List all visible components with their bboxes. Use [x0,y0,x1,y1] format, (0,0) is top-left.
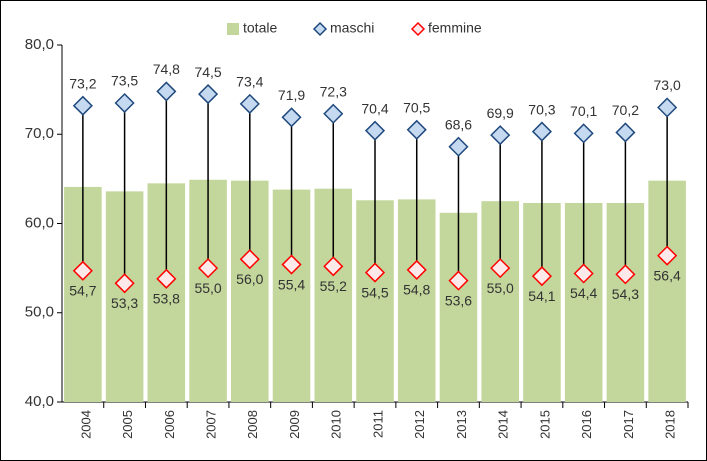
maschi-marker [198,84,219,105]
legend-label: femmine [428,20,482,36]
maschi-label: 73,2 [69,75,96,91]
femmine-marker [364,262,386,283]
x-tick-label: 2008 [245,410,260,439]
maschi-marker [281,107,302,128]
maschi-label: 70,4 [361,100,388,116]
legend-label: totale [243,20,277,36]
maschi-label: 70,1 [570,103,597,119]
y-tick-label: 70,0 [25,125,54,142]
x-tick-label: 2009 [287,410,302,439]
femmine-marker [156,268,177,289]
maschi-label: 73,0 [654,77,681,93]
x-tick-label: 2016 [579,410,594,439]
maschi-label: 72,3 [320,83,347,99]
femmine-marker [406,259,427,280]
maschi-marker [490,125,511,146]
y-tick-label: 60,0 [25,214,54,231]
femmine-marker [573,263,594,284]
maschi-marker [406,119,427,140]
femmine-label: 55,0 [487,280,514,296]
x-tick-label: 2017 [621,410,636,439]
maschi-marker [573,123,594,144]
maschi-marker [114,92,135,114]
maschi-marker [364,120,386,141]
femmine-marker [657,245,678,266]
femmine-marker [114,273,135,294]
maschi-marker [72,95,93,116]
maschi-marker [615,122,636,143]
maschi-label: 73,4 [236,74,263,90]
x-tick-label: 2005 [120,410,135,439]
maschi-marker [657,97,678,118]
maschi-marker [156,81,177,102]
femmine-marker [531,266,552,287]
x-tick-label: 2013 [454,410,469,439]
femmine-label: 54,5 [361,284,388,300]
y-tick-label: 50,0 [25,304,54,321]
maschi-label: 68,6 [445,116,472,132]
femmine-label: 56,0 [236,271,263,287]
maschi-label: 71,9 [278,87,305,103]
legend-swatch [410,21,426,37]
femmine-label: 55,2 [320,278,347,294]
maschi-label: 73,5 [111,73,138,89]
femmine-label: 54,7 [69,283,96,299]
femmine-marker [239,249,260,270]
femmine-marker [448,270,469,291]
femmine-label: 53,6 [445,292,472,308]
femmine-label: 55,4 [278,276,305,292]
maschi-marker [239,93,260,114]
x-tick-label: 2010 [329,410,344,439]
femmine-label: 54,4 [570,285,597,301]
y-tick-label: 40,0 [25,393,54,410]
maschi-label: 70,3 [528,101,555,117]
femmine-label: 54,3 [612,286,639,302]
femmine-marker [615,264,636,285]
femmine-label: 53,8 [153,291,180,307]
femmine-label: 54,8 [403,282,430,298]
y-tick-label: 80,0 [25,36,54,53]
legend-swatch [227,23,239,35]
maschi-marker [531,121,552,142]
maschi-label: 74,5 [194,64,221,80]
femmine-marker [323,256,344,277]
femmine-marker [281,254,302,275]
x-tick-label: 2004 [78,410,93,439]
femmine-marker [72,260,93,281]
legend-swatch [312,21,328,37]
x-tick-label: 2014 [496,410,511,439]
x-tick-label: 2015 [537,410,552,439]
femmine-marker [198,258,219,279]
x-tick-label: 2012 [412,410,427,439]
femmine-label: 56,4 [654,267,681,283]
femmine-label: 54,1 [528,288,555,304]
femmine-marker [490,258,511,279]
x-tick-label: 2007 [204,410,219,439]
x-tick-label: 2011 [370,410,385,438]
maschi-label: 74,8 [153,61,180,77]
x-tick-label: 2006 [162,410,177,439]
maschi-label: 70,5 [403,99,430,115]
maschi-label: 70,2 [612,102,639,118]
maschi-marker [448,136,469,157]
femmine-label: 53,3 [111,295,138,311]
legend-label: maschi [330,20,374,36]
femmine-label: 55,0 [194,280,221,296]
maschi-label: 69,9 [487,105,514,121]
maschi-marker [323,103,344,124]
x-tick-label: 2018 [663,410,678,439]
